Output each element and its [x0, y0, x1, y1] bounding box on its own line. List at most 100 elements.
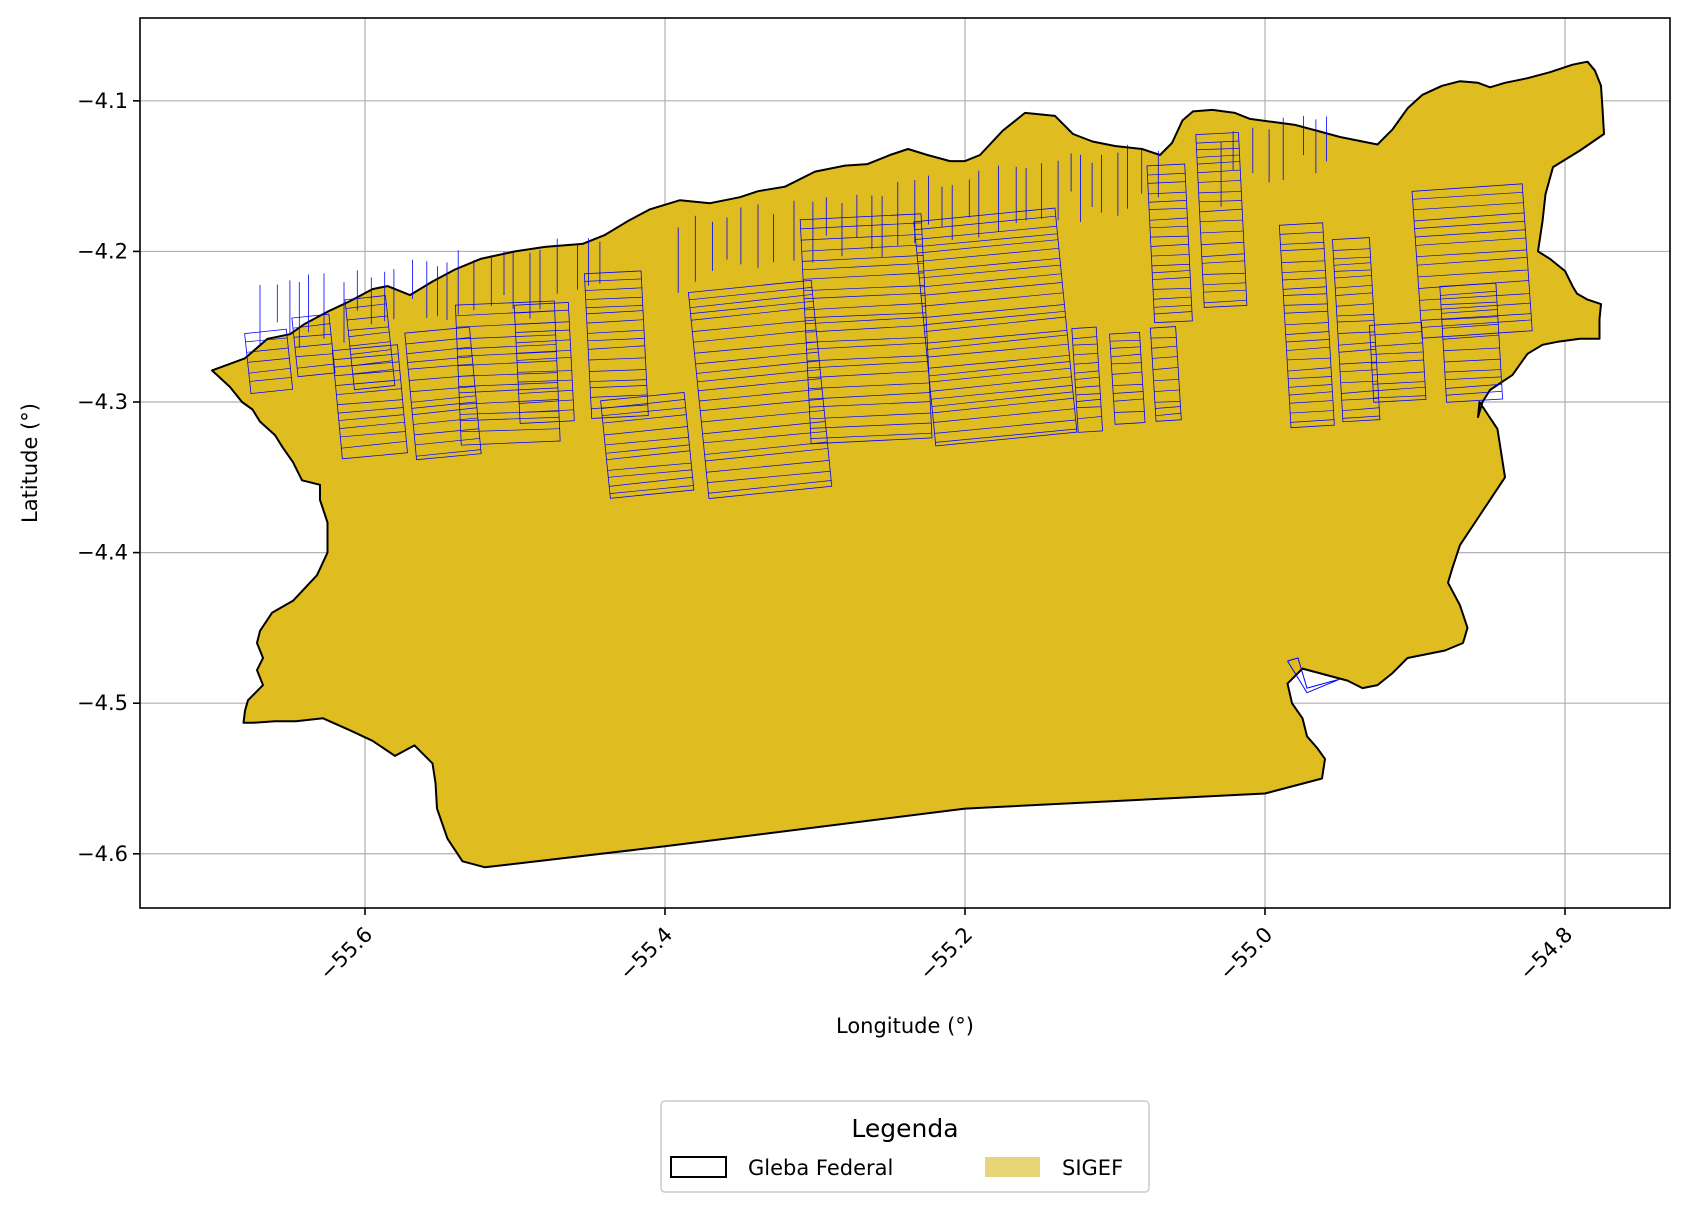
sigef-parcel: [1195, 132, 1248, 308]
sigef-parcel: [1203, 289, 1247, 293]
sigef-parcel-block: [1071, 326, 1182, 433]
legend-title: Legenda: [851, 1114, 958, 1143]
sigef-parcel: [695, 351, 819, 365]
sigef-parcel: [1342, 415, 1380, 419]
sigef-parcel: [1202, 260, 1245, 264]
sigef-parcel: [1444, 369, 1501, 373]
sigef-parcel: [689, 287, 812, 301]
sigef-parcel-block: [1368, 282, 1503, 403]
sigef-parcel: [1109, 339, 1141, 342]
sigef-parcel: [411, 401, 477, 409]
sigef-parcel: [809, 401, 931, 408]
sigef-parcel: [935, 428, 1077, 443]
sigef-parcel: [805, 324, 927, 333]
sigef-parcel: [1287, 657, 1341, 694]
sigef-parcel: [585, 296, 643, 300]
sigef-parcel: [805, 316, 927, 325]
x-tick-label: −55.0: [1215, 922, 1277, 984]
sigef-parcel: [1151, 263, 1190, 267]
sigef-parcel: [1153, 296, 1192, 300]
sigef-parcel: [802, 262, 924, 271]
sigef-parcel: [1335, 284, 1373, 289]
sigef-parcel: [246, 347, 289, 353]
sigef-parcel: [922, 292, 1064, 307]
sigef-parcel: [806, 336, 928, 343]
sigef-parcel: [513, 302, 575, 424]
sigef-parcel: [1153, 379, 1179, 382]
sigef-parcel: [604, 426, 688, 436]
sigef-parcel: [1146, 163, 1193, 324]
legend: Legenda Gleba Federal SIGEF: [660, 1100, 1150, 1193]
sigef-parcel: [799, 213, 933, 445]
sigef-parcel: [918, 257, 1060, 272]
sigef-parcel: [406, 346, 472, 355]
sigef-parcel-block: [913, 207, 1078, 447]
sigef-parcel: [1336, 303, 1374, 307]
sigef-parcel: [1077, 416, 1102, 420]
sigef-parcel-block: [799, 213, 933, 445]
sigef-parcel: [1340, 380, 1378, 384]
sigef-parcel: [457, 351, 557, 357]
sigef-parcel: [1413, 202, 1524, 211]
sigef-parcel: [605, 436, 689, 446]
sigef-parcel: [352, 369, 394, 375]
sigef-parcel: [334, 370, 400, 377]
sigef-parcel: [1371, 351, 1424, 355]
sigef-parcel: [1421, 319, 1532, 328]
sigef-parcel: [456, 334, 556, 340]
sigef-parcel: [1201, 241, 1244, 246]
sigef-parcel: [1283, 293, 1327, 296]
sigef-parcel: [339, 421, 405, 430]
sigef-parcel: [1074, 376, 1100, 380]
sigef-parcel: [1420, 302, 1531, 311]
sigef-parcel: [1196, 140, 1239, 144]
sigef-parcel: [1338, 341, 1376, 346]
sigef-parcel: [460, 416, 560, 422]
sigef-parcel: [928, 361, 1070, 377]
sigef-parcel: [1113, 391, 1144, 394]
sigef-parcel: [916, 233, 1058, 248]
sigef-parcel: [1111, 362, 1142, 365]
sigef-parcel: [701, 410, 825, 423]
y-axis-ticks: −4.1 −4.2 −4.3 −4.4 −4.5 −4.6: [77, 89, 140, 866]
sigef-parcel: [1411, 183, 1533, 339]
sigef-parcel: [1280, 241, 1324, 245]
sigef-parcel-block: [687, 279, 833, 499]
sigef-parcel: [340, 431, 406, 438]
sigef-parcel: [1279, 231, 1324, 235]
sigef-parcel: [606, 450, 690, 461]
sigef-parcel: [335, 379, 401, 386]
sigef-parcel: [1338, 348, 1376, 353]
sigef-parcel: [416, 449, 481, 457]
sigef-parcel: [1287, 357, 1331, 361]
sigef-parcel: [1337, 320, 1375, 323]
sigef-parcel: [1151, 254, 1190, 257]
sigef-parcel: [1074, 370, 1099, 374]
sigef-parcel: [1280, 248, 1325, 252]
sigef-parcel: [518, 389, 573, 394]
sigef-parcel: [1072, 336, 1097, 340]
sigef-parcel: [1286, 346, 1330, 351]
sigef-parcel: [588, 345, 645, 350]
sigef-parcel: [803, 285, 925, 292]
sigef-parcel: [914, 215, 1056, 231]
sigef-parcel: [703, 431, 827, 444]
sigef-parcel: [515, 321, 570, 325]
sigef-parcel: [1200, 230, 1244, 234]
sigef-parcel: [344, 295, 396, 391]
x-axis-ticks: −55.6 −55.4 −55.2 −55.0 −54.8: [315, 908, 1577, 985]
sigef-parcel: [689, 294, 813, 309]
sigef-parcel: [803, 272, 924, 280]
x-axis-label: Longitude (°): [836, 1014, 974, 1038]
sigef-parcel: [458, 382, 558, 388]
sigef-parcel: [1334, 275, 1372, 279]
sigef-parcel: [415, 438, 480, 446]
sigef-parcel: [1278, 222, 1335, 429]
sigef-parcel: [515, 329, 570, 333]
sigef-parcel: [608, 469, 692, 478]
sigef-parcel: [1333, 248, 1371, 251]
sigef-parcel: [333, 353, 399, 361]
x-tick-label: −55.2: [915, 922, 977, 984]
sigef-parcel: [609, 485, 694, 494]
sigef-parcel: [925, 329, 1067, 344]
